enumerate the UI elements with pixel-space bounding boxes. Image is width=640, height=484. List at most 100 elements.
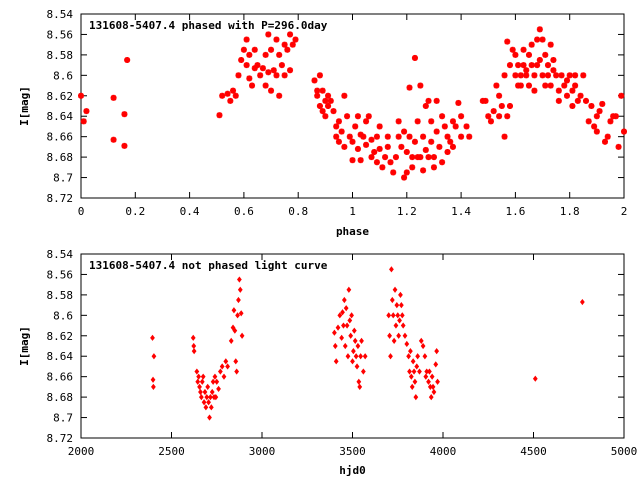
data-point	[413, 394, 419, 401]
data-point	[151, 353, 157, 360]
data-point	[194, 368, 200, 375]
data-point	[411, 368, 417, 375]
data-point	[210, 378, 216, 385]
data-point	[316, 72, 323, 79]
data-point	[553, 72, 560, 79]
data-point	[506, 62, 513, 69]
x-tick-label: 0.4	[180, 205, 200, 218]
data-point	[341, 143, 348, 150]
data-point	[593, 128, 600, 135]
data-point	[542, 51, 549, 58]
data-point	[268, 46, 275, 53]
data-point	[207, 414, 212, 421]
data-point	[411, 138, 418, 145]
data-point	[400, 322, 406, 329]
data-point	[357, 157, 364, 164]
data-point	[337, 312, 343, 319]
data-point	[428, 394, 434, 401]
data-point	[612, 113, 619, 120]
data-point	[596, 108, 603, 115]
data-point	[392, 154, 399, 161]
data-point	[531, 72, 538, 79]
data-point	[262, 82, 269, 89]
data-point	[458, 113, 465, 120]
data-point	[238, 310, 244, 317]
y-tick-label: 8.68	[47, 391, 74, 404]
data-point	[333, 123, 340, 130]
y-tick-label: 8.72	[47, 192, 74, 205]
data-point	[243, 62, 250, 69]
data-point	[341, 296, 347, 304]
y-axis-label: I[mag]	[18, 326, 31, 366]
data-point	[401, 174, 408, 181]
x-tick-label: 1.2	[397, 205, 417, 218]
data-point	[422, 146, 429, 153]
data-point	[449, 143, 456, 150]
data-point	[539, 72, 546, 79]
data-point	[420, 133, 427, 140]
data-point	[506, 103, 513, 109]
data-point	[362, 353, 368, 360]
data-point	[501, 133, 508, 140]
data-point	[246, 75, 253, 82]
data-point	[121, 111, 128, 118]
x-tick-label: 3000	[249, 445, 276, 458]
data-point	[270, 67, 277, 74]
data-point	[618, 92, 625, 99]
data-point	[349, 157, 356, 164]
data-point	[373, 159, 380, 166]
data-point	[197, 383, 202, 390]
data-point	[406, 133, 413, 140]
x-tick-label: 1	[349, 205, 356, 218]
data-point	[234, 368, 240, 375]
data-point	[316, 103, 323, 109]
data-point	[368, 136, 375, 143]
data-point	[463, 123, 470, 130]
data-point	[425, 154, 432, 161]
data-point	[333, 358, 339, 365]
data-point	[214, 378, 220, 385]
x-tick-label: 5000	[611, 445, 638, 458]
x-tick-label: 1.8	[560, 205, 580, 218]
data-point	[444, 149, 451, 155]
data-point	[569, 103, 576, 109]
data-point	[428, 138, 435, 145]
data-point	[388, 353, 393, 360]
y-tick-label: 8.54	[47, 8, 74, 21]
data-point	[517, 82, 524, 89]
data-point	[389, 296, 395, 304]
data-point	[534, 62, 541, 69]
data-point	[376, 123, 383, 130]
data-point	[83, 108, 90, 115]
data-point	[200, 373, 206, 380]
data-point	[319, 87, 326, 94]
data-point	[217, 368, 223, 375]
data-point	[615, 143, 622, 150]
data-point	[410, 358, 416, 365]
data-point	[390, 169, 397, 176]
data-point	[344, 322, 350, 329]
data-point	[311, 77, 318, 84]
data-point	[569, 87, 576, 94]
data-point	[547, 82, 554, 89]
data-point	[418, 337, 424, 344]
data-point	[417, 368, 422, 375]
data-point	[414, 118, 421, 125]
data-point	[343, 305, 349, 312]
data-point	[517, 72, 524, 79]
data-point	[406, 84, 413, 91]
data-point	[209, 388, 215, 396]
data-point	[344, 113, 351, 120]
data-point	[246, 51, 253, 58]
data-point	[408, 348, 413, 355]
data-point	[423, 373, 429, 380]
data-point	[225, 363, 230, 370]
data-point	[555, 87, 562, 94]
data-point	[558, 72, 565, 79]
data-point	[512, 72, 519, 79]
data-point	[232, 92, 239, 99]
data-point	[394, 302, 400, 309]
data-point	[332, 342, 338, 350]
data-point	[458, 133, 465, 140]
